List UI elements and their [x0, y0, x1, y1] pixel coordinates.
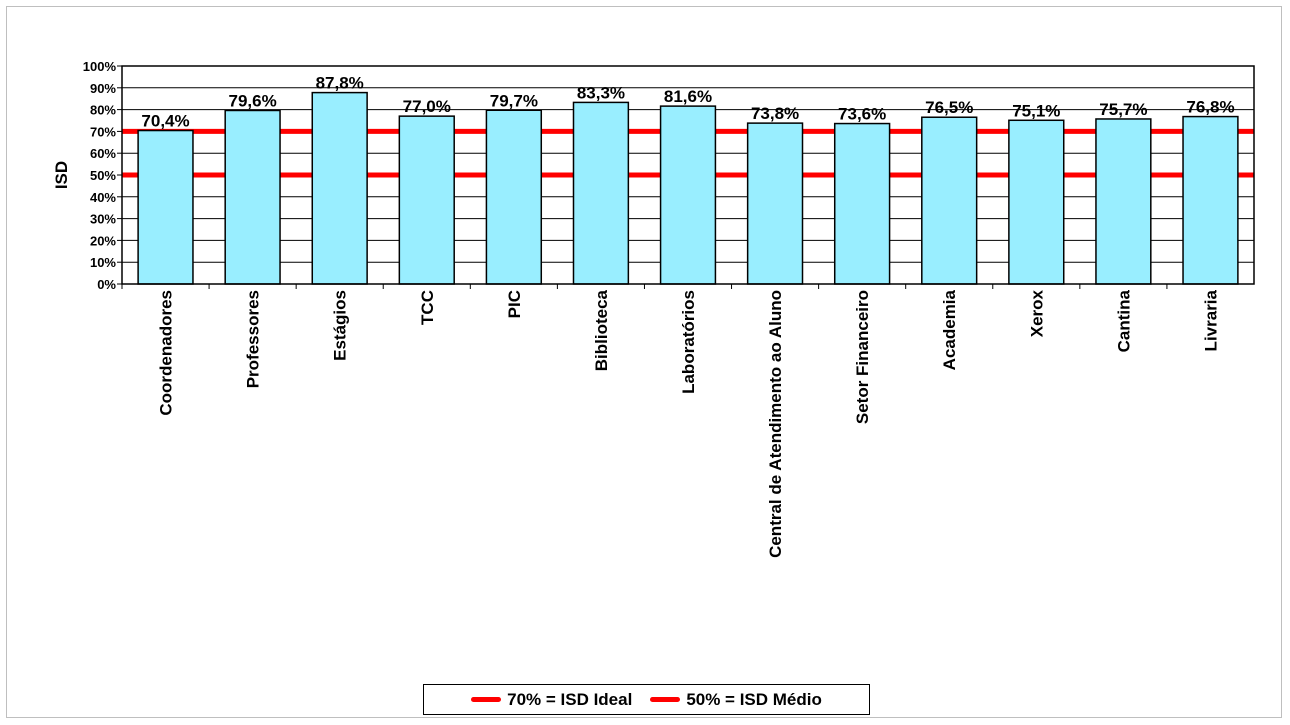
category-label: Professores	[244, 290, 263, 388]
bar	[833, 122, 891, 285]
data-label: 79,6%	[229, 91, 277, 110]
data-label: 73,8%	[751, 104, 799, 123]
y-tick-label: 60%	[90, 146, 116, 161]
legend-label-medio: 50% = ISD Médio	[686, 689, 822, 709]
y-tick-label: 80%	[90, 103, 116, 118]
bar	[572, 101, 630, 285]
legend-item-ideal: 70% = ISD Ideal	[471, 690, 632, 710]
category-label: Estágios	[331, 290, 350, 361]
bar	[659, 105, 717, 285]
bar	[398, 115, 455, 285]
legend: 70% = ISD Ideal 50% = ISD Médio	[423, 684, 870, 715]
bar	[224, 109, 281, 285]
y-axis-label: ISD	[52, 161, 71, 189]
bar	[485, 109, 543, 285]
bar	[921, 116, 978, 285]
category-label: PIC	[505, 290, 524, 318]
y-tick-label: 10%	[90, 255, 116, 270]
bar	[1182, 115, 1239, 285]
data-label: 87,8%	[316, 74, 364, 93]
data-label: 81,6%	[664, 87, 712, 106]
category-label: Academia	[940, 289, 959, 370]
y-tick-label: 100%	[83, 59, 117, 74]
data-label: 77,0%	[403, 97, 451, 116]
data-label: 75,7%	[1099, 100, 1147, 119]
category-label: TCC	[418, 290, 437, 325]
category-label: Setor Financeiro	[853, 290, 872, 424]
data-label: 73,6%	[838, 105, 886, 124]
bar	[311, 91, 368, 285]
plot-border	[121, 65, 1255, 285]
data-label: 76,8%	[1186, 98, 1234, 117]
category-label: Laboratórios	[679, 290, 698, 394]
legend-label-ideal: 70% = ISD Ideal	[507, 689, 633, 709]
y-tick-label: 0%	[97, 277, 116, 292]
data-label: 70,4%	[141, 112, 189, 131]
bar	[746, 122, 804, 285]
category-label: Xerox	[1027, 289, 1046, 337]
y-tick-label: 70%	[90, 124, 116, 139]
y-tick-label: 50%	[90, 168, 116, 183]
y-tick-label: 30%	[90, 212, 116, 227]
y-tick-label: 20%	[90, 233, 116, 248]
data-label: 75,1%	[1012, 101, 1060, 120]
bar	[137, 129, 194, 285]
category-label: Biblioteca	[592, 289, 611, 371]
legend-swatch-medio	[650, 697, 681, 702]
y-tick-label: 90%	[90, 81, 116, 96]
legend-swatch-ideal	[471, 697, 502, 702]
data-label: 79,7%	[490, 91, 538, 110]
category-label: Livraria	[1201, 289, 1220, 351]
legend-item-medio: 50% = ISD Médio	[650, 690, 822, 710]
data-label: 83,3%	[577, 83, 625, 102]
bar	[1008, 119, 1065, 285]
category-label: Central de Atendimento ao Aluno	[766, 290, 785, 558]
bar	[1095, 118, 1152, 285]
category-label: Cantina	[1114, 289, 1133, 352]
category-label: Coordenadores	[157, 290, 176, 416]
y-tick-label: 40%	[90, 190, 116, 205]
data-label: 76,5%	[925, 98, 973, 117]
